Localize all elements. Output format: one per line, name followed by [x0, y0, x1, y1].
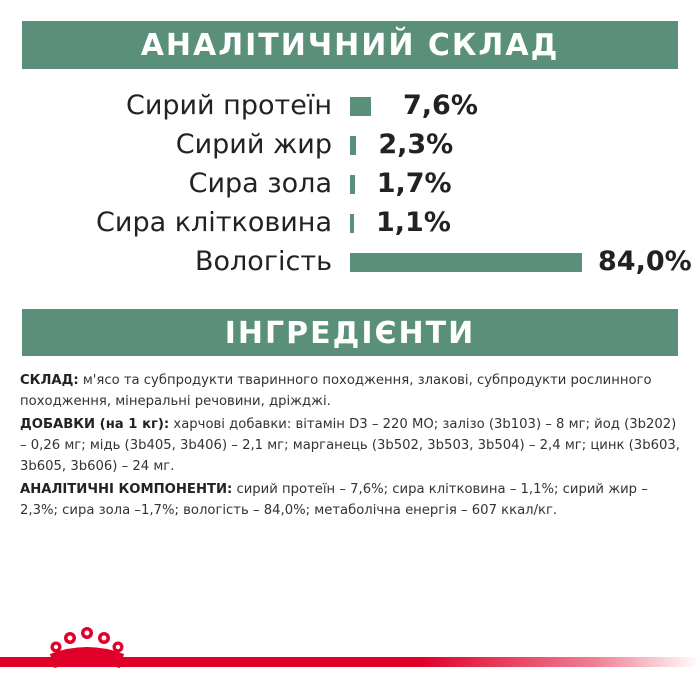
analysis-row: Сира клітковина 1,1%: [0, 204, 700, 243]
composition-label: СКЛАД:: [20, 373, 79, 388]
analysis-row-label: Сира зола: [188, 168, 332, 199]
ingredients-text: СКЛАД: м'ясо та субпродукти тваринного п…: [20, 370, 680, 523]
analysis-row: Сира зола 1,7%: [0, 165, 700, 204]
analytical-text: сирий протеїн – 7,6%; сира клітковина – …: [20, 482, 648, 518]
analytical-label: АНАЛІТИЧНІ КОМПОНЕНТИ:: [20, 482, 233, 497]
analysis-row-label: Вологість: [195, 246, 332, 277]
analysis-row-value: 84,0%: [598, 246, 692, 277]
analysis-row-bar: [350, 175, 355, 194]
ingredients-title-banner: ІНГРЕДІЄНТИ: [22, 309, 678, 356]
additives-paragraph: ДОБАВКИ (на 1 кг): харчові добавки: віта…: [20, 414, 680, 477]
crown-logo-icon: [50, 627, 124, 668]
analysis-title-banner: АНАЛІТИЧНИЙ СКЛАД: [22, 21, 678, 69]
brand-footer-line: [0, 657, 700, 667]
analysis-row-bar: [350, 253, 582, 272]
analysis-table: Сирий протеїн 7,6% Сирий жир 2,3% Сира з…: [0, 87, 700, 282]
analysis-row: Сирий жир 2,3%: [0, 126, 700, 165]
composition-paragraph: СКЛАД: м'ясо та субпродукти тваринного п…: [20, 370, 680, 412]
analytical-paragraph: АНАЛІТИЧНІ КОМПОНЕНТИ: сирий протеїн – 7…: [20, 479, 680, 521]
analysis-row-label: Сирий жир: [175, 129, 332, 160]
analysis-row-bar: [350, 214, 354, 233]
analysis-row-value: 7,6%: [402, 90, 478, 121]
analysis-row: Сирий протеїн 7,6%: [0, 87, 700, 126]
analysis-row-bar: [350, 97, 371, 116]
additives-label: ДОБАВКИ (на 1 кг):: [20, 417, 170, 432]
analysis-row-value: 1,1%: [376, 207, 451, 238]
analysis-row-label: Сира клітковина: [96, 207, 332, 238]
analysis-row-bar: [350, 136, 357, 155]
analysis-row: Вологість 84,0%: [0, 243, 700, 282]
analysis-row-value: 2,3%: [378, 129, 454, 160]
analysis-row-label: Сирий протеїн: [125, 90, 332, 121]
composition-text: м'ясо та субпродукти тваринного походжен…: [20, 373, 652, 409]
additives-text: харчові добавки: вітамін D3 – 220 МО; за…: [20, 417, 680, 474]
analysis-row-value: 1,7%: [376, 168, 452, 199]
